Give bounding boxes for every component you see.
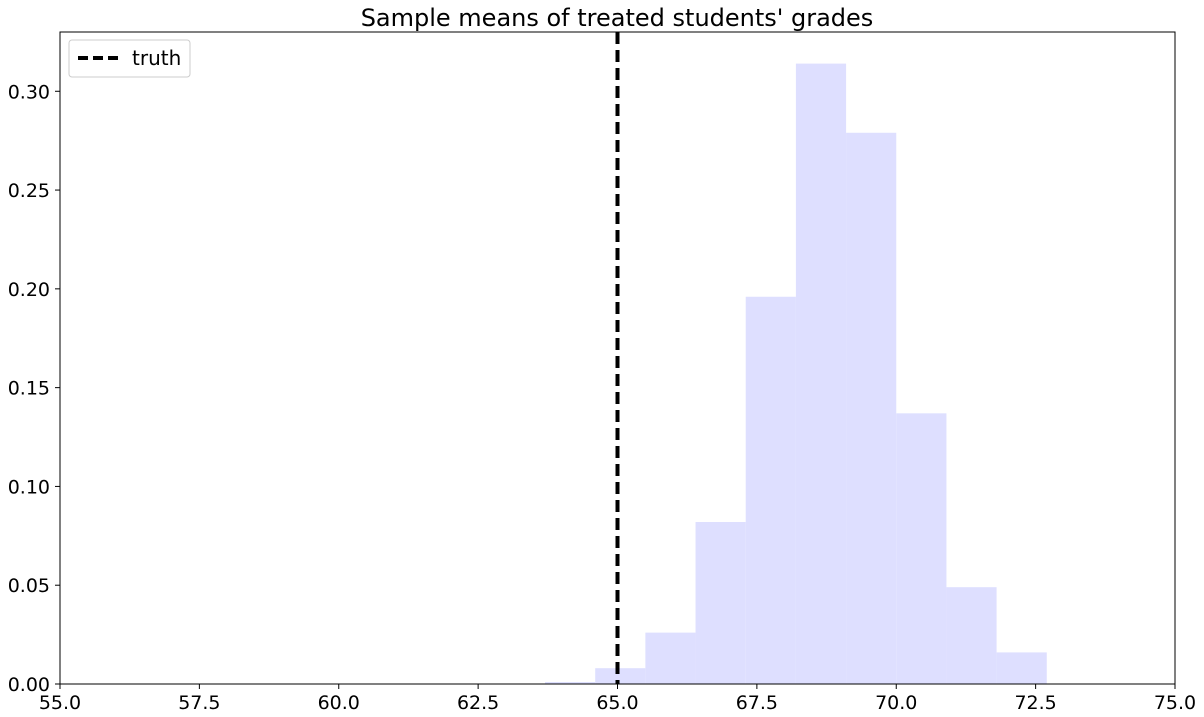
legend-box — [68, 39, 191, 78]
y-axis: 0.00 0.05 0.10 0.15 0.20 0.25 0.30 — [8, 81, 60, 696]
x-tick-label: 60.0 — [318, 692, 360, 714]
y-tick-label: 0.10 — [8, 476, 50, 498]
x-axis: 55.0 57.5 60.0 62.5 65.0 67.5 70.0 72.5 75.0 — [39, 684, 1196, 714]
histogram-bar — [996, 652, 1047, 684]
histogram-bar — [946, 587, 997, 684]
x-tick-label: 65.0 — [596, 692, 638, 714]
x-tick-label: 70.0 — [875, 692, 917, 714]
x-tick-label: 67.5 — [736, 692, 778, 714]
histogram-bar — [846, 132, 897, 684]
x-tick-label: 72.5 — [1014, 692, 1056, 714]
y-tick-label: 0.20 — [8, 279, 50, 301]
y-tick-label: 0.25 — [8, 180, 50, 202]
chart-title: Sample means of treated students' grades — [361, 4, 874, 32]
histogram-bars — [545, 63, 1047, 684]
x-tick-label: 57.5 — [178, 692, 220, 714]
x-tick-label: 55.0 — [39, 692, 81, 714]
legend: truth — [68, 39, 191, 78]
plot-frame — [59, 31, 1176, 685]
y-tick-label: 0.00 — [8, 674, 50, 696]
histogram-bar — [595, 668, 646, 684]
x-tick-label: 62.5 — [457, 692, 499, 714]
histogram-bar — [745, 296, 796, 684]
histogram-bar — [645, 632, 696, 684]
histogram-bar — [545, 682, 596, 684]
y-tick-label: 0.30 — [8, 81, 50, 103]
histogram-bar — [695, 521, 746, 684]
legend-entry-truth: truth — [132, 46, 181, 70]
x-tick-label: 75.0 — [1154, 692, 1196, 714]
y-tick-label: 0.05 — [8, 575, 50, 597]
histogram-bar — [896, 413, 947, 684]
y-tick-label: 0.15 — [8, 378, 50, 400]
histogram-bar — [795, 63, 847, 684]
